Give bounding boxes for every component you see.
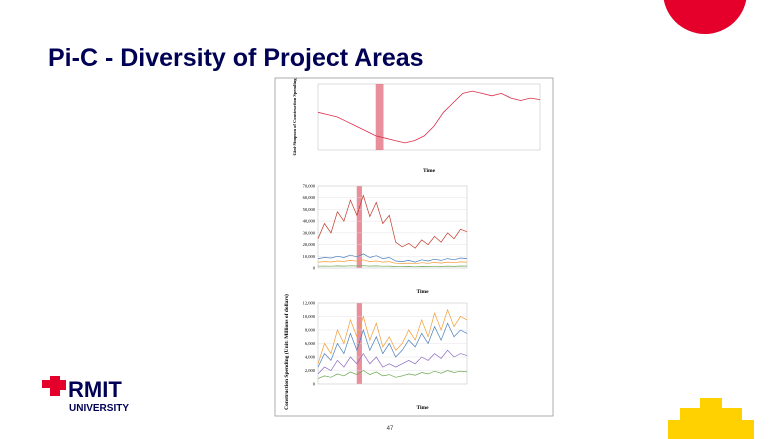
- logo-pixel: [42, 380, 50, 388]
- y-tick-label: 0: [313, 382, 316, 387]
- series-line: [317, 253, 468, 263]
- decor-circle: [663, 0, 747, 34]
- y-tick-label: 12,000: [303, 301, 316, 307]
- y-tick-label: 20,000: [303, 242, 316, 248]
- series-line: [317, 259, 468, 265]
- plot-area: [317, 83, 541, 151]
- y-tick-label: 0: [313, 266, 316, 271]
- decor-steps: [668, 398, 754, 439]
- y-tick-label: 60,000: [303, 195, 316, 201]
- logo-sub: UNIVERSITY: [69, 403, 129, 414]
- logo-pixel: [50, 376, 60, 396]
- logo-pixel: [60, 380, 66, 390]
- series-line: [317, 349, 468, 375]
- series-line: [317, 90, 541, 144]
- page-number: 47: [387, 426, 394, 432]
- y-tick-label: 30,000: [303, 230, 316, 236]
- y-tick-label: 70,000: [303, 184, 316, 190]
- series-line: [317, 322, 468, 368]
- y-tick-label: 50,000: [303, 207, 316, 213]
- x-axis-label: Time: [423, 168, 436, 174]
- slide-title: Pi-C - Diversity of Project Areas: [48, 44, 424, 72]
- y-tick-label: 4,000: [305, 355, 316, 361]
- series-line: [317, 308, 468, 364]
- logo: RMIT UNIVERSITY: [42, 376, 129, 414]
- shared-y-label: Construction Spending (Unit: Millions of…: [283, 294, 290, 410]
- y-tick-label: 10,000: [303, 254, 316, 260]
- y-tick-label: 10,000: [303, 314, 316, 320]
- y-tick-label: 6,000: [305, 341, 316, 347]
- y-axis-label: Gini-Simpson of Construction Spending: [292, 78, 297, 156]
- series-line: [317, 370, 468, 379]
- x-axis-label: Time: [416, 405, 429, 411]
- x-axis-label: Time: [416, 289, 429, 295]
- figure: Construction Spending (Unit: Millions of…: [283, 78, 541, 411]
- series-line: [317, 194, 468, 249]
- logo-name: RMIT: [68, 377, 122, 402]
- highlight-band: [375, 84, 384, 150]
- highlight-band: [356, 186, 362, 268]
- y-tick-label: 40,000: [303, 219, 316, 225]
- y-tick-label: 2,000: [305, 368, 316, 374]
- series-line: [317, 265, 468, 268]
- y-tick-label: 8,000: [305, 328, 316, 334]
